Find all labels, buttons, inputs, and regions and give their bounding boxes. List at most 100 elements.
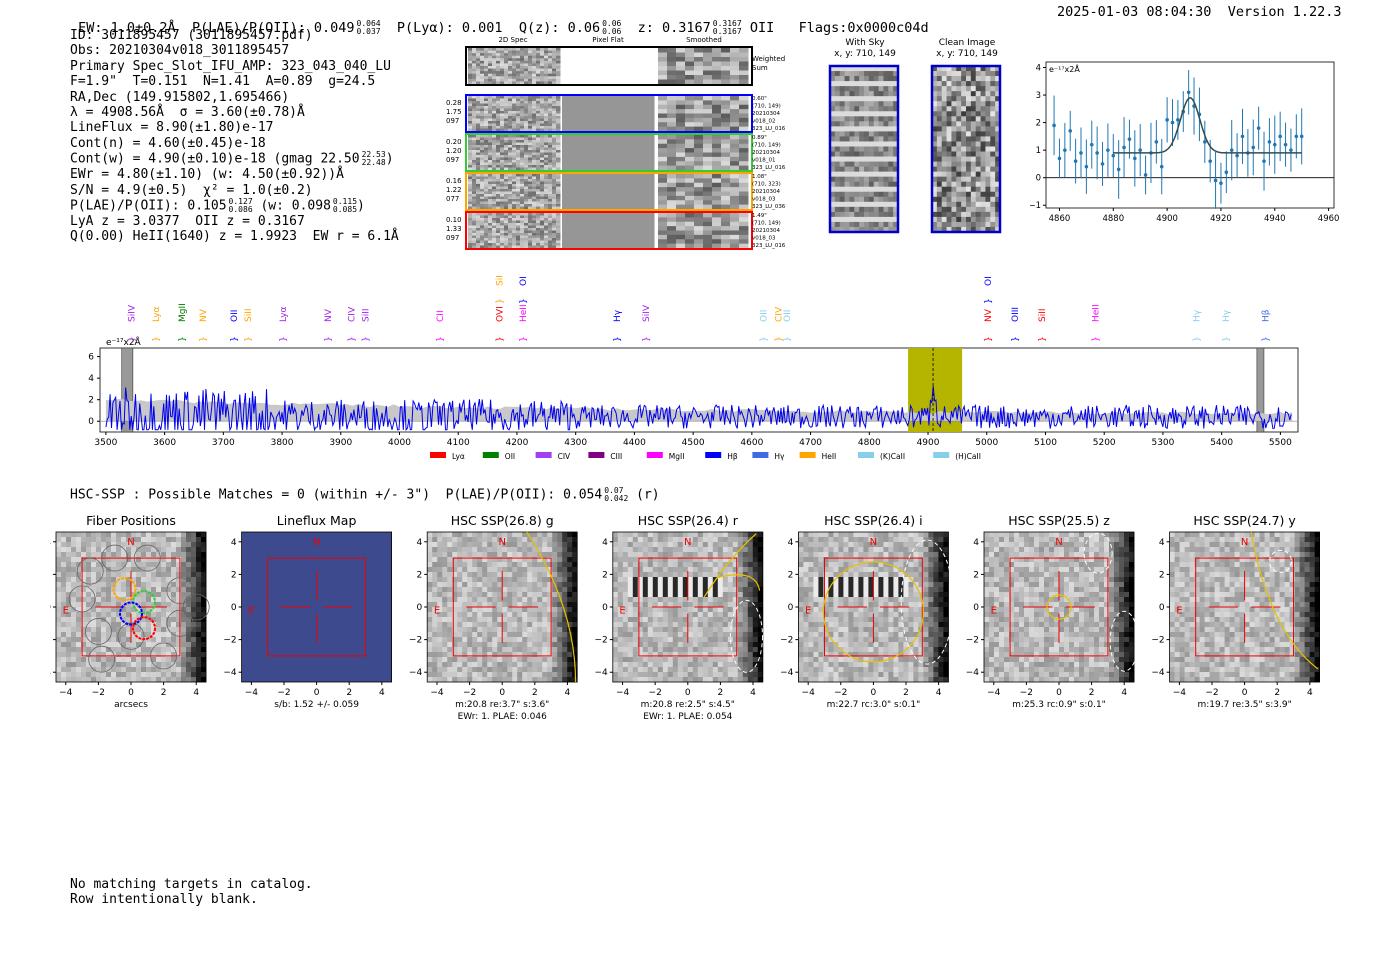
cutout-pixel [524,58,529,62]
hsc-pixel [56,587,62,593]
hsc-pixel [81,597,87,603]
cutout-pixel [544,111,549,114]
sky-pixel [995,176,1001,183]
hsc-pixel [517,612,523,618]
cutout-pixel [504,218,509,221]
hsc-pixel [61,637,67,643]
cutout-pixel [524,215,529,219]
cutout-pixel [468,116,473,119]
cutout-pixel [532,63,537,67]
cutout-pixel [488,191,493,195]
hsc-pixel [71,582,77,588]
hsc-pixel [497,542,503,548]
sky-pixel [878,121,884,127]
hsc-pixel [427,557,433,563]
sky-pixel [864,191,870,198]
hsc-pixel [532,602,538,608]
hsc-pixel [477,577,483,583]
hsc-panels: Fiber PositionsNE−4−4−2−2002244arcsecsLi… [38,510,1390,725]
sky-pixel [941,96,947,102]
hsc-pixel [542,617,548,623]
cutout-pixel [552,174,557,177]
cutout-pixel [544,48,549,52]
sky-pixel [868,226,875,233]
hsc-pixel [56,567,62,573]
cutout-pixel [512,108,517,112]
hsc-pixel [497,532,503,538]
hsc-pixel [542,537,548,543]
hsc-pixel [116,617,122,623]
cutout-pixel [721,79,731,85]
cutout-pixel [472,66,477,70]
sky-pixel [970,221,977,228]
hsc-pixel [467,637,473,643]
hsc-pixel [567,617,573,623]
hsc-pixel [492,632,498,638]
cutout-pixel [536,58,541,62]
sky-pixel [830,131,836,137]
sky-pixel [975,76,981,82]
cutout-pixel [532,123,537,127]
cutout-pixel [532,220,537,224]
hsc-pixel [141,567,147,573]
hsc-pixel [116,592,122,598]
hsc-pixel [537,612,543,618]
hsc-pixel [482,642,488,648]
sky-pixel [854,81,860,87]
hsc-pixel [61,582,67,588]
sky-pixel [859,81,865,87]
sky-pixel [888,226,894,233]
cutout-pixel [532,53,537,57]
sky-pixel [961,111,967,117]
hsc-pixel [457,562,463,568]
hsc-pixel [146,562,152,568]
cutout-pixel [504,235,509,239]
cutout-pixel [468,201,473,205]
cutout-pixel [721,126,731,132]
cutout-pixel [540,240,545,244]
hsc-pixel [527,587,533,593]
cutout-pixel [528,96,533,99]
sky-pixel [888,196,894,203]
cutout-pixel [496,66,501,70]
cutout-pixel [488,113,493,117]
hsc-pixel [66,607,72,613]
cutout-pixel [468,181,473,185]
hsc-pixel [116,662,122,668]
cutout-pixel [712,117,722,123]
hsc-pixel [437,617,443,623]
sky-pixel [859,71,865,77]
cutout-pixel [548,162,553,166]
hsc-pixel [432,542,438,548]
hsc-pixel [442,557,448,563]
cutout-pixel [488,123,493,127]
cutout-pixel [488,233,493,236]
sky-pixel [854,116,860,122]
cutout-pixel [512,215,517,219]
cutout-pixel [472,230,477,234]
hsc-pixel [166,652,172,658]
cutout-pixel [472,103,477,107]
cutout-pixel [667,217,677,223]
hsc-pixel [472,632,478,638]
hsc-pixel [462,547,468,553]
hsc-pixel [191,532,197,538]
cutout-pixel [472,204,477,207]
sky-pixel [961,201,967,208]
cutout-pixel [540,121,545,124]
sky-pixel [980,146,986,152]
cutout-pixel [524,48,529,52]
cutout-pixel [528,108,533,112]
sky-pixel [980,216,986,223]
cutout-pixel [712,204,722,210]
hsc-pixel [191,652,197,658]
cutout-pixel [694,234,704,240]
sky-pixel [966,111,972,117]
cutout-pixel [472,50,477,54]
cutout-pixel [528,225,533,229]
hsc-pixel [166,532,172,538]
cutout-pixel [468,126,473,129]
cutout-pixel [548,71,553,75]
cutout-pixel [524,238,529,241]
hsc-pixel [106,592,112,598]
